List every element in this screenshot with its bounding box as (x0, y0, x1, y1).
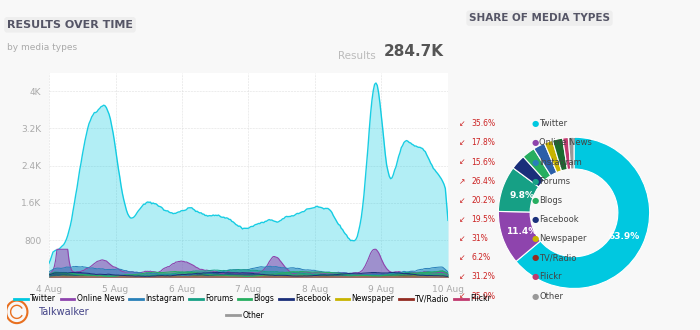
Text: Talkwalker: Talkwalker (38, 307, 89, 317)
Wedge shape (552, 138, 568, 171)
Text: 26.4%: 26.4% (471, 177, 495, 186)
Text: SHARE OF MEDIA TYPES: SHARE OF MEDIA TYPES (469, 13, 610, 23)
Wedge shape (524, 149, 551, 180)
Wedge shape (498, 212, 540, 261)
Text: ↙: ↙ (458, 291, 465, 301)
Text: ●: ● (532, 234, 539, 243)
Text: Instagram: Instagram (539, 157, 582, 167)
Text: Forums: Forums (539, 177, 570, 186)
Text: ●: ● (532, 119, 539, 128)
Text: RESULTS OVER TIME: RESULTS OVER TIME (7, 20, 133, 30)
Wedge shape (545, 140, 561, 173)
Text: ↙: ↙ (458, 215, 465, 224)
Text: by media types: by media types (7, 43, 77, 52)
Text: ↙: ↙ (458, 196, 465, 205)
Text: 15.6%: 15.6% (471, 157, 495, 167)
Text: 284.7K: 284.7K (384, 44, 444, 59)
Wedge shape (513, 157, 545, 187)
Text: Facebook: Facebook (539, 215, 579, 224)
Text: Newspaper: Newspaper (539, 234, 587, 243)
Wedge shape (563, 137, 570, 170)
Text: Results: Results (338, 51, 376, 61)
Text: 20.2%: 20.2% (471, 196, 495, 205)
Text: ↙: ↙ (458, 138, 465, 148)
Wedge shape (568, 137, 574, 169)
Text: Blogs: Blogs (539, 196, 562, 205)
Text: ●: ● (532, 272, 539, 281)
Text: 31%: 31% (471, 234, 488, 243)
Text: 17.8%: 17.8% (471, 138, 495, 148)
Text: Twitter: Twitter (539, 119, 567, 128)
Text: 19.5%: 19.5% (471, 215, 495, 224)
Wedge shape (498, 168, 539, 212)
Text: 63.9%: 63.9% (608, 232, 640, 241)
Text: ↙: ↙ (458, 234, 465, 243)
Text: ↗: ↗ (458, 177, 465, 186)
Text: 31.2%: 31.2% (471, 272, 495, 281)
Text: ●: ● (532, 138, 539, 148)
Text: ↙: ↙ (458, 272, 465, 281)
Wedge shape (516, 137, 650, 288)
Text: ●: ● (532, 177, 539, 186)
Text: ↙: ↙ (458, 157, 465, 167)
Text: 9.8%: 9.8% (509, 191, 534, 200)
Text: 6.2%: 6.2% (471, 253, 490, 262)
Text: 11.4%: 11.4% (506, 227, 538, 236)
Text: ●: ● (532, 215, 539, 224)
Text: 25.9%: 25.9% (471, 291, 495, 301)
Legend: Twitter, Online News, Instagram, Forums, Blogs, Facebook, Newspaper, TV/Radio, F: Twitter, Online News, Instagram, Forums,… (10, 291, 493, 306)
Text: 35.6%: 35.6% (471, 119, 495, 128)
Text: ●: ● (532, 291, 539, 301)
Text: Flickr: Flickr (539, 272, 561, 281)
Text: ●: ● (532, 157, 539, 167)
Text: Online News: Online News (539, 138, 592, 148)
Text: Other: Other (539, 291, 563, 301)
Text: ●: ● (532, 196, 539, 205)
Wedge shape (534, 143, 556, 176)
Text: ↙: ↙ (458, 119, 465, 128)
Text: TV/Radio: TV/Radio (539, 253, 576, 262)
Text: ●: ● (532, 253, 539, 262)
Text: ↙: ↙ (458, 253, 465, 262)
Legend: Other: Other (223, 308, 267, 323)
